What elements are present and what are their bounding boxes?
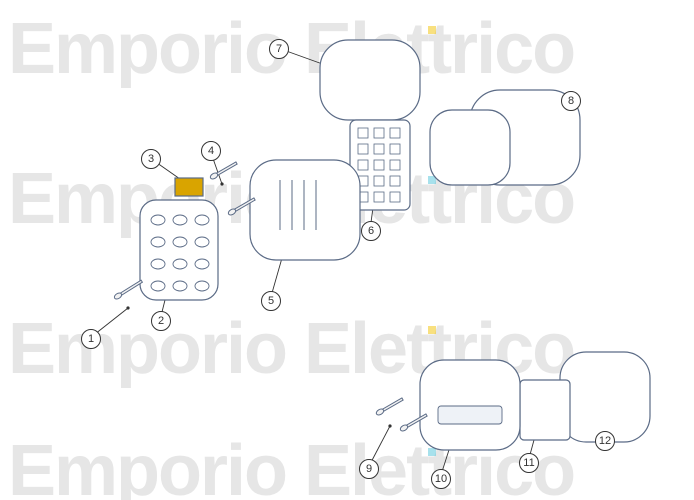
callout-12: 12 <box>595 431 615 451</box>
watermark-accent <box>428 176 436 184</box>
callout-7: 7 <box>269 39 289 59</box>
part-2-keypad <box>140 200 218 300</box>
part-11-board <box>520 380 570 440</box>
callout-1: 1 <box>81 329 101 349</box>
watermark-row: Emporio Elettrico <box>8 308 574 390</box>
part-3-connector <box>175 178 203 196</box>
watermark-row: Emporio Elettrico <box>8 8 574 90</box>
callout-8: 8 <box>561 91 581 111</box>
watermark-row: Emporio Elettrico <box>8 158 574 240</box>
screw-s9a <box>375 397 403 416</box>
callout-9: 9 <box>359 459 379 479</box>
screw-s1 <box>113 279 143 300</box>
callout-5: 5 <box>261 291 281 311</box>
part-10-unit <box>420 360 520 450</box>
screw-s4a <box>209 161 237 180</box>
part-6-board <box>350 120 410 210</box>
screw-s4b <box>227 197 255 216</box>
callout-11: 11 <box>519 453 539 473</box>
screw-s9b <box>399 413 427 432</box>
part-5-housing <box>250 160 360 260</box>
watermark-row: Emporio Elettrico <box>8 430 574 500</box>
parts-drawing <box>0 0 694 500</box>
callout-6: 6 <box>361 221 381 241</box>
watermark-accent <box>428 26 436 34</box>
part-7-cover <box>320 40 420 120</box>
watermark-accent <box>428 448 436 456</box>
part-12-back <box>560 352 650 442</box>
callout-2: 2 <box>151 311 171 331</box>
part-8-inner <box>430 110 510 185</box>
callout-10: 10 <box>431 469 451 489</box>
watermark-accent <box>428 326 436 334</box>
leader-line <box>270 230 290 300</box>
callout-3: 3 <box>141 149 161 169</box>
diagram-stage: Emporio Elettrico Emporio Elettrico Empori… <box>0 0 694 500</box>
callout-4: 4 <box>201 141 221 161</box>
leader-lines <box>0 0 694 500</box>
